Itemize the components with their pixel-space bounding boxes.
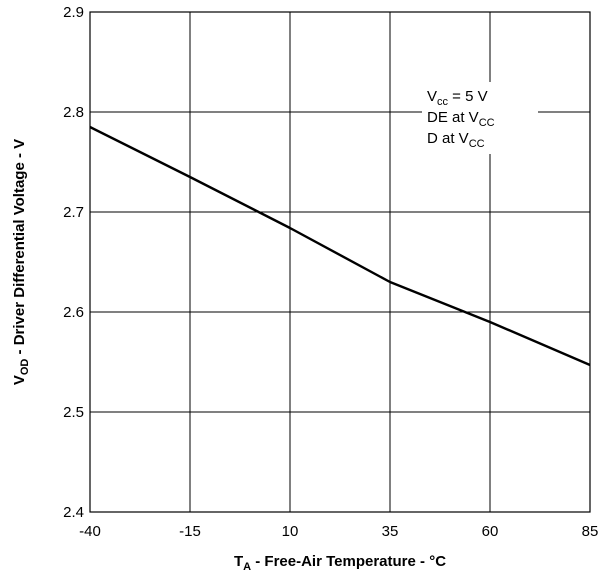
x-tick-label: -40 [79, 523, 101, 540]
annotation: Vcc = 5 V DE at VCC D at VCC [427, 88, 495, 150]
y-tick-label: 2.4 [63, 504, 84, 521]
x-tick-label: 85 [582, 523, 598, 540]
x-tick-labels: -40 -15 10 35 60 85 [79, 523, 598, 540]
y-tick-label: 2.5 [63, 404, 84, 421]
x-tick-label: 35 [382, 523, 399, 540]
y-tick-labels: 2.4 2.5 2.6 2.7 2.8 2.9 [63, 4, 84, 521]
x-tick-label: -15 [179, 523, 201, 540]
x-tick-label: 10 [282, 523, 299, 540]
x-axis-label: TA - Free-Air Temperature - °C [234, 553, 446, 573]
x-tick-label: 60 [482, 523, 499, 540]
y-tick-label: 2.8 [63, 104, 84, 121]
y-tick-label: 2.7 [63, 204, 84, 221]
y-axis-label: VOD - Driver Differential Voltage - V [11, 139, 31, 385]
y-tick-label: 2.9 [63, 4, 84, 21]
y-tick-label: 2.6 [63, 304, 84, 321]
